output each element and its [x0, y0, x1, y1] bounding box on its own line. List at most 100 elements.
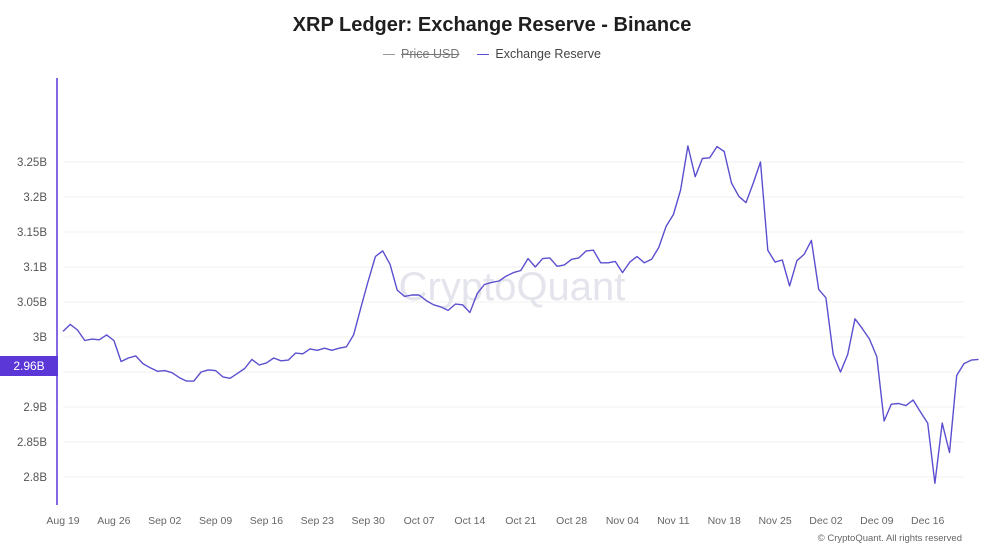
data-point [222, 376, 223, 377]
x-tick-label: Aug 26 [97, 515, 130, 527]
data-point [339, 348, 340, 349]
y-tick-label: 2.85B [17, 437, 47, 449]
data-point [586, 250, 587, 251]
data-point [942, 423, 943, 424]
x-tick-label: Dec 16 [911, 515, 944, 527]
series-layer [62, 145, 979, 484]
data-point [862, 328, 863, 329]
data-point [215, 370, 216, 371]
data-point [164, 370, 165, 371]
data-point [527, 258, 528, 259]
data-point [382, 250, 383, 251]
data-point [615, 261, 616, 262]
data-point [113, 340, 114, 341]
data-point [389, 264, 390, 265]
x-tick-label: Nov 25 [758, 515, 791, 527]
data-point [884, 420, 885, 421]
data-point [251, 359, 252, 360]
y-tick-label: 3.1B [23, 262, 47, 274]
data-point [157, 371, 158, 372]
data-point [804, 254, 805, 255]
legend-item-price[interactable]: Price USD [383, 47, 459, 61]
data-point [840, 371, 841, 372]
data-point [520, 270, 521, 271]
data-point [920, 411, 921, 412]
data-point [753, 182, 754, 183]
x-tick-label: Sep 09 [199, 515, 232, 527]
data-point [578, 257, 579, 258]
data-point [898, 403, 899, 404]
data-point [477, 293, 478, 294]
y-tick-label: 3.15B [17, 227, 47, 239]
data-point [179, 377, 180, 378]
y-tick-label: 3B [33, 332, 47, 344]
data-point [346, 346, 347, 347]
data-point [360, 307, 361, 308]
data-point [309, 348, 310, 349]
data-point [927, 423, 928, 424]
data-point [549, 257, 550, 258]
data-point [949, 452, 950, 453]
data-point [150, 367, 151, 368]
data-point [796, 260, 797, 261]
data-point [230, 378, 231, 379]
data-point [636, 256, 637, 257]
data-point [513, 272, 514, 273]
data-point [571, 259, 572, 260]
data-point [789, 285, 790, 286]
data-point [186, 381, 187, 382]
data-point [854, 318, 855, 319]
data-point [978, 359, 979, 360]
data-point [644, 262, 645, 263]
data-point [317, 350, 318, 351]
data-point [484, 284, 485, 285]
data-point [99, 339, 100, 340]
data-point [491, 282, 492, 283]
data-point [709, 157, 710, 158]
data-point [891, 404, 892, 405]
chart-legend: Price USD Exchange Reserve [0, 47, 984, 61]
data-point [331, 350, 332, 351]
x-tick-label: Sep 30 [352, 515, 385, 527]
data-point [963, 363, 964, 364]
data-point [724, 151, 725, 152]
data-point [259, 364, 260, 365]
data-point [833, 354, 834, 355]
data-point [716, 146, 717, 147]
chart-title: XRP Ledger: Exchange Reserve - Binance [292, 14, 692, 36]
legend-label-price: Price USD [401, 47, 460, 61]
data-point [905, 405, 906, 406]
data-point [702, 158, 703, 159]
y-tick-label: 3.2B [23, 192, 47, 204]
legend-item-exchange-reserve[interactable]: Exchange Reserve [477, 47, 601, 61]
data-point [542, 258, 543, 259]
data-point [411, 294, 412, 295]
data-point [469, 312, 470, 313]
data-point [687, 145, 688, 146]
data-point [208, 369, 209, 370]
data-point [266, 362, 267, 363]
data-point [397, 290, 398, 291]
grid-layer [63, 161, 964, 478]
data-point [695, 176, 696, 177]
x-tick-label: Nov 04 [606, 515, 639, 527]
data-point [811, 240, 812, 241]
data-point [673, 214, 674, 215]
data-point [368, 280, 369, 281]
data-point [745, 202, 746, 203]
data-point [971, 360, 972, 361]
data-point [913, 399, 914, 400]
data-point [324, 348, 325, 349]
data-point [738, 196, 739, 197]
data-point [658, 247, 659, 248]
data-point [448, 310, 449, 311]
x-tick-label: Sep 23 [301, 515, 334, 527]
data-point [201, 371, 202, 372]
credit-text: © CryptoQuant. All rights reserved [817, 533, 962, 544]
x-tick-label: Oct 14 [454, 515, 485, 527]
current-value-label: 2.96B [0, 356, 58, 377]
data-point [869, 339, 870, 340]
x-tick-label: Dec 02 [809, 515, 842, 527]
data-point [440, 306, 441, 307]
